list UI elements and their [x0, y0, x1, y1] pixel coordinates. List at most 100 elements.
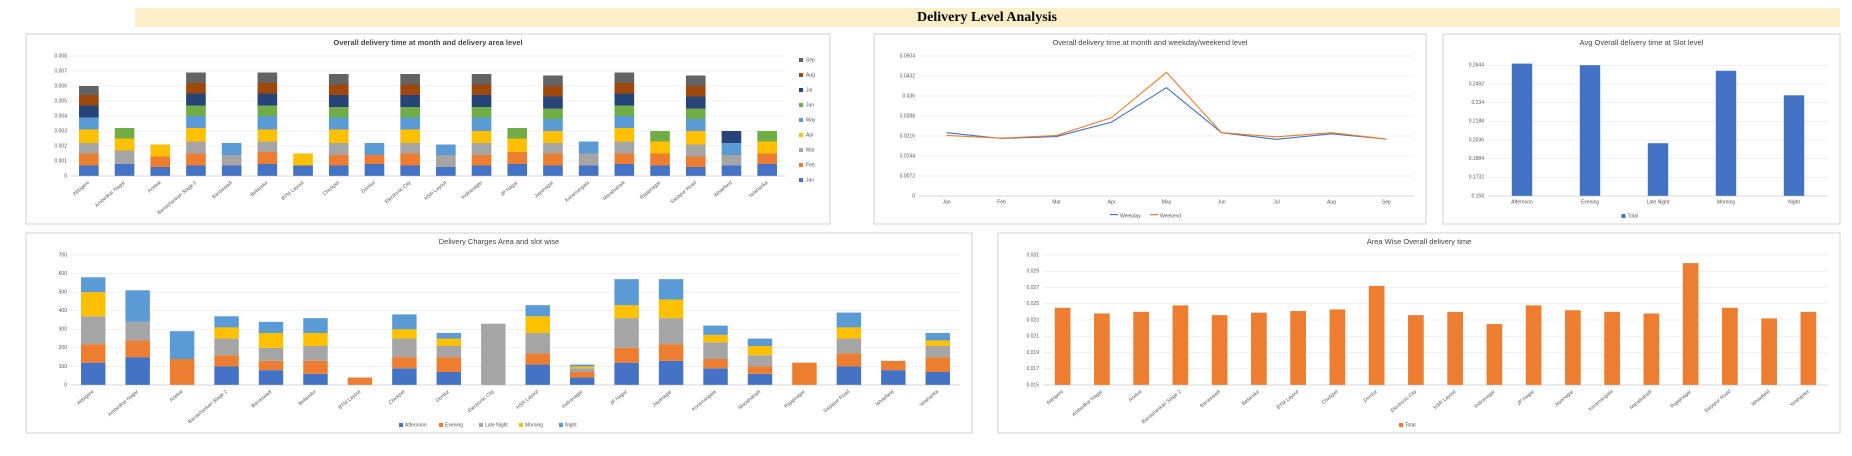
- bar-segment: [257, 129, 278, 142]
- bar-segment: [257, 164, 278, 176]
- bar-segment: [303, 346, 328, 361]
- chart-title: Overall delivery time at month and deliv…: [333, 38, 522, 47]
- bar-segment: [392, 314, 417, 330]
- y-tick-label: 200: [59, 345, 68, 351]
- bar-segment: [881, 360, 906, 371]
- bar-segment: [614, 72, 635, 83]
- y-tick-label: 0.017: [1026, 366, 1039, 372]
- x-tick-label: Jun: [1217, 199, 1225, 205]
- bar-segment: [81, 292, 106, 317]
- x-tick-label: Morning: [1717, 199, 1735, 205]
- bar-segment: [150, 156, 171, 167]
- bar-segment: [471, 165, 492, 176]
- bar-segment: [400, 153, 420, 166]
- bar-segment: [578, 153, 599, 166]
- bar-segment: [685, 119, 706, 131]
- bar-segment: [685, 75, 706, 86]
- bar: [1800, 311, 1817, 385]
- y-tick-label: 0: [912, 193, 915, 199]
- legend-swatch: [1399, 423, 1403, 427]
- bar-segment: [79, 165, 99, 176]
- bar-segment: [186, 93, 206, 106]
- y-tick-label: 0: [64, 173, 67, 179]
- bar-segment: [836, 338, 862, 354]
- bar-segment: [392, 357, 417, 369]
- bar-segment: [881, 370, 906, 385]
- bar-segment: [836, 312, 862, 328]
- y-tick-label: 0.158: [1471, 193, 1484, 199]
- bar: [1290, 311, 1306, 385]
- bar-segment: [650, 165, 670, 176]
- bar-segment: [125, 321, 150, 341]
- chart-title: Delivery Charges Area and slot wise: [439, 237, 559, 246]
- bar-segment: [471, 84, 492, 95]
- bar: [1525, 305, 1542, 385]
- bar-segment: [836, 353, 862, 367]
- bar-segment: [614, 153, 635, 164]
- bar: [1251, 312, 1267, 385]
- bar-segment: [685, 144, 706, 157]
- y-tick-label: 0.007: [54, 68, 67, 74]
- bar-segment: [257, 93, 278, 106]
- bar-segment: [114, 128, 135, 139]
- y-tick-label: 0.0504: [900, 53, 916, 59]
- legend-label: Weekend: [1160, 213, 1181, 219]
- bar-segment: [471, 131, 492, 143]
- bar-segment: [614, 93, 635, 106]
- bar-segment: [364, 143, 385, 155]
- bar-segment: [525, 316, 550, 333]
- y-tick-label: 0.006: [54, 83, 67, 89]
- chart-title: Overall delivery time at month and weekd…: [1052, 38, 1247, 47]
- bar-segment: [650, 153, 670, 166]
- x-tick-label: May: [1162, 199, 1172, 205]
- bar-segment: [221, 155, 242, 166]
- bar-segment: [792, 362, 817, 385]
- bar-segment: [79, 117, 99, 130]
- bar-segment: [747, 355, 773, 367]
- y-tick-label: 0.0216: [900, 133, 916, 139]
- bar-segment: [481, 323, 506, 385]
- legend-swatch: [799, 133, 803, 137]
- bar-segment: [258, 370, 284, 385]
- y-tick-label: 0.2492: [1469, 81, 1485, 87]
- bar-segment: [400, 165, 420, 176]
- bar: [1682, 263, 1699, 385]
- legend-label: Night: [565, 422, 577, 428]
- bar-segment: [614, 128, 635, 142]
- bar-segment: [328, 129, 349, 143]
- bar-segment: [303, 318, 328, 333]
- bar-segment: [614, 362, 639, 385]
- legend-label: Feb: [806, 162, 815, 168]
- bar-segment: [125, 357, 150, 385]
- bar-segment: [614, 83, 635, 94]
- y-tick-label: 0.0432: [900, 73, 916, 79]
- bar-segment: [364, 155, 385, 164]
- legend-swatch: [519, 423, 523, 427]
- bar-segment: [114, 138, 135, 151]
- bar: [1715, 70, 1737, 196]
- bar-segment: [214, 327, 239, 339]
- bar-segment: [543, 86, 563, 97]
- bar-segment: [257, 83, 278, 94]
- bar-segment: [328, 143, 349, 155]
- bar: [1211, 315, 1228, 385]
- y-tick-label: 0.2188: [1469, 119, 1485, 125]
- bar-segment: [125, 290, 150, 322]
- y-tick-label: 0.025: [1026, 301, 1039, 307]
- y-tick-label: 500: [59, 289, 68, 295]
- bar-segment: [747, 338, 773, 346]
- bar-segment: [400, 129, 420, 143]
- bar-segment: [925, 340, 950, 346]
- y-tick-label: 0.021: [1026, 334, 1039, 340]
- bar-segment: [614, 318, 639, 348]
- bar-segment: [747, 346, 773, 356]
- bar-segment: [186, 105, 206, 116]
- y-tick-label: 0.0144: [900, 153, 916, 159]
- bar-segment: [658, 360, 684, 385]
- bar-segment: [186, 128, 206, 142]
- y-tick-label: 300: [59, 327, 68, 333]
- bar: [1172, 305, 1189, 385]
- bar: [1368, 285, 1385, 385]
- bar-segment: [836, 366, 862, 385]
